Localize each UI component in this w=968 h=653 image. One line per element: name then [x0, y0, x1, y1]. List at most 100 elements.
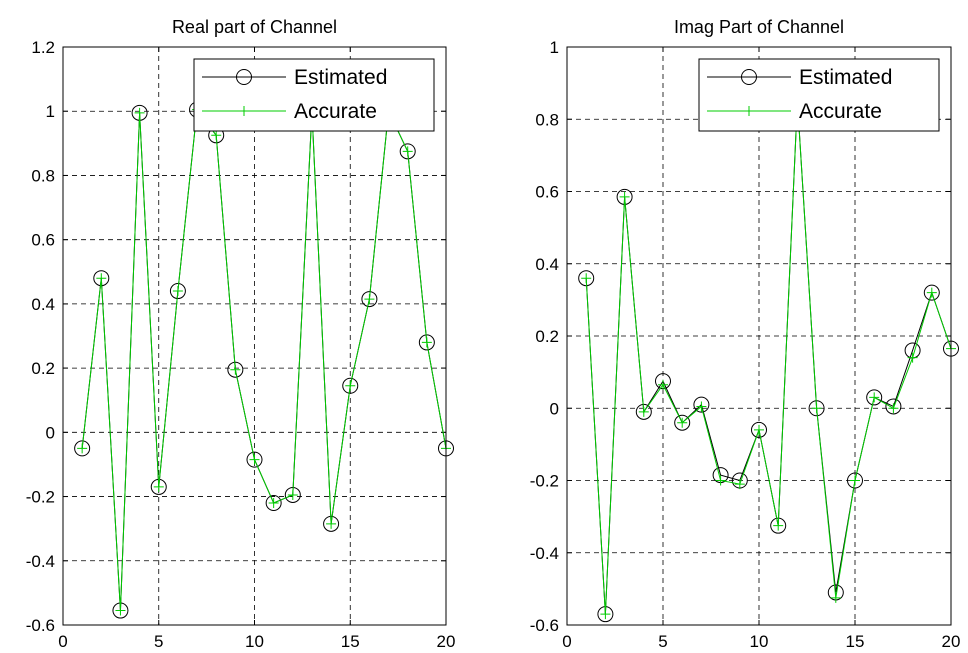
- legend-label-accurate: Accurate: [294, 100, 377, 123]
- y-tick-label: 0.6: [535, 183, 559, 202]
- y-tick-label: 0.2: [535, 327, 559, 346]
- y-tick-label: 0.6: [31, 231, 55, 250]
- data-point-circle: [885, 398, 902, 415]
- data-point-plus: [850, 475, 860, 486]
- data-point-circle: [74, 440, 91, 457]
- data-point-plus: [830, 592, 841, 603]
- data-point-circle: [342, 377, 359, 394]
- data-point-circle: [265, 494, 282, 511]
- y-tick-label: -0.6: [530, 616, 559, 635]
- legend-marker-plus-icon: [744, 106, 754, 116]
- y-tick-label: -0.2: [26, 488, 55, 507]
- data-point-circle: [866, 389, 883, 406]
- data-point-plus: [869, 392, 880, 403]
- plot-real-part: 0 5 10 15 20 -0.6 -0.4 -0.2 0 0.2 0.4 0.6 0.8 1 1.2 Rea…: [26, 17, 456, 651]
- legend-label-estimated: Estimated: [294, 66, 387, 89]
- x-tick-label: 5: [658, 632, 667, 651]
- data-point-plus: [696, 401, 707, 412]
- data-point-circle: [923, 284, 940, 301]
- x-tick-label: 15: [846, 632, 865, 651]
- data-point-plus: [715, 475, 726, 486]
- data-point-circle: [751, 421, 767, 438]
- data-point-plus: [926, 287, 937, 298]
- axes-frame: [566, 46, 952, 626]
- data-point-plus: [211, 130, 222, 141]
- y-tick-label: 0.8: [535, 110, 559, 129]
- legend-label-accurate: Accurate: [799, 100, 882, 123]
- legend-label-estimated: Estimated: [799, 66, 892, 89]
- data-point-plus: [638, 406, 649, 417]
- legend-box: [698, 58, 940, 132]
- data-point-plus: [581, 273, 592, 284]
- data-point-plus: [734, 479, 745, 490]
- chart-title: Imag Part of Channel: [674, 17, 844, 37]
- x-tick-label: 0: [58, 632, 67, 651]
- data-point-plus: [115, 605, 126, 616]
- y-tick-label: -0.4: [26, 552, 55, 571]
- x-tick-label: 10: [750, 632, 769, 651]
- y-tick-label: 0: [550, 399, 559, 418]
- data-point-circle: [674, 414, 691, 431]
- data-point-plus: [96, 273, 107, 284]
- y-tick-label: 0: [46, 423, 55, 442]
- data-point-plus: [77, 443, 88, 454]
- data-point-plus: [907, 352, 918, 363]
- legend: Estimated Accurate: [698, 58, 940, 132]
- x-tick-label: 0: [562, 632, 571, 651]
- series-line-accurate: [585, 101, 952, 615]
- data-point-plus: [600, 609, 611, 620]
- x-tick-label: 20: [437, 632, 456, 651]
- data-point-plus: [773, 520, 784, 531]
- data-point-plus: [268, 497, 279, 508]
- data-point-plus: [364, 294, 375, 305]
- legend-marker-circle-icon: [236, 69, 252, 85]
- data-point-plus: [172, 286, 183, 297]
- data-point-plus: [287, 489, 298, 500]
- y-tick-label: 0.8: [31, 166, 55, 185]
- data-point-plus: [230, 364, 241, 375]
- data-point-plus: [326, 518, 337, 529]
- data-point-plus: [658, 379, 668, 390]
- data-point-plus: [888, 403, 899, 414]
- data-point-circle: [847, 472, 863, 489]
- axes-frame: [62, 46, 447, 626]
- x-tick-label: 20: [942, 632, 961, 651]
- data-point-plus: [421, 337, 432, 348]
- axis-ticks: 0 5 10 15 20 -0.6 -0.4 -0.2 0 0.2 0.4 0.6 0.8 1: [530, 38, 961, 651]
- data-point-circle: [246, 451, 263, 468]
- y-tick-label: -0.2: [530, 472, 559, 491]
- series-line-accurate: [81, 108, 447, 611]
- y-tick-label: 1: [550, 38, 559, 57]
- x-tick-label: 5: [154, 632, 163, 651]
- data-point-plus: [619, 191, 630, 202]
- legend: Estimated Accurate: [193, 58, 435, 132]
- series-group: [578, 93, 959, 623]
- legend-marker-plus-icon: [239, 106, 249, 116]
- axis-ticks: 0 5 10 15 20 -0.6 -0.4 -0.2 0 0.2 0.4 0.6 0.8 1 1.2: [26, 38, 456, 651]
- data-point-plus: [134, 107, 145, 118]
- y-tick-label: 0.2: [31, 359, 55, 378]
- data-point-plus: [811, 403, 822, 414]
- data-point-plus: [754, 424, 764, 435]
- data-point-circle: [635, 403, 652, 420]
- x-tick-label: 15: [341, 632, 360, 651]
- data-point-circle: [418, 334, 435, 351]
- y-tick-label: 0.4: [535, 255, 559, 274]
- data-point-plus: [249, 454, 260, 465]
- data-point-circle: [169, 283, 186, 300]
- chart-title: Real part of Channel: [172, 17, 337, 37]
- legend-box: [193, 58, 435, 132]
- x-tick-label: 10: [245, 632, 264, 651]
- data-point-plus: [677, 417, 688, 428]
- data-point-circle: [399, 143, 416, 160]
- y-tick-label: 0.4: [31, 295, 55, 314]
- y-tick-label: -0.4: [530, 544, 559, 563]
- data-point-circle: [693, 396, 710, 413]
- legend-marker-circle-icon: [741, 69, 757, 85]
- series-accurate: [581, 96, 956, 620]
- plot-imag-part: 0 5 10 15 20 -0.6 -0.4 -0.2 0 0.2 0.4 0.6 0.8 1 Imag P…: [530, 17, 961, 651]
- y-tick-label: -0.6: [26, 616, 55, 635]
- data-point-plus: [402, 146, 413, 157]
- data-point-plus: [153, 481, 164, 492]
